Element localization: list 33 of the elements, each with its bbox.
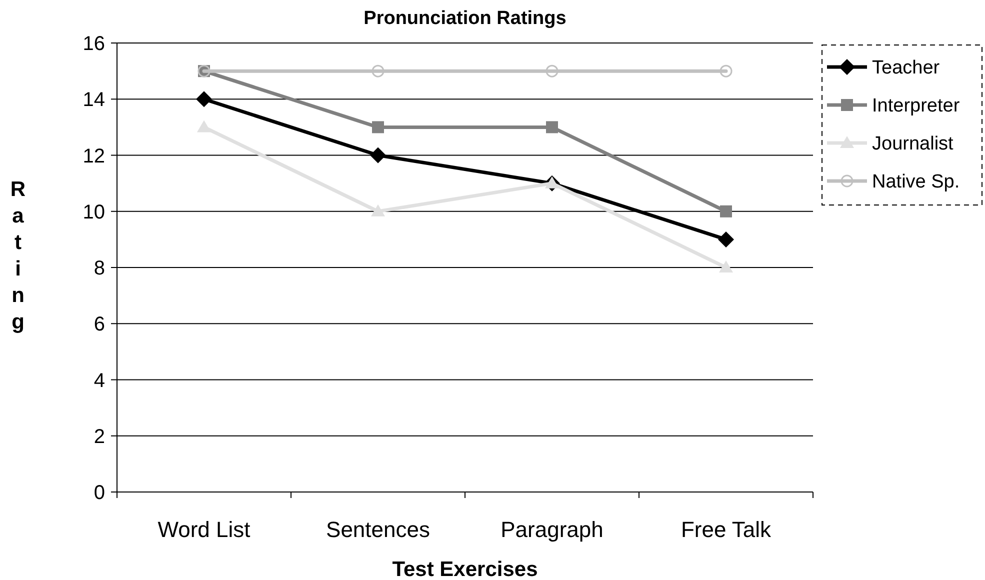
x-tick-label: Sentences [326, 517, 430, 542]
x-axis-title: Test Exercises [392, 558, 538, 580]
y-tick-label: 6 [94, 314, 105, 336]
point [372, 64, 384, 78]
y-tick-label: 14 [82, 89, 105, 112]
y-tick-label: 8 [94, 258, 105, 280]
legend-label: Teacher [872, 58, 940, 79]
y-tick-label: 10 [82, 201, 105, 224]
point [546, 64, 558, 78]
x-tick-label: Paragraph [500, 517, 604, 542]
y-tick-label: 4 [94, 370, 105, 392]
point [546, 121, 558, 134]
y-tick-label: 0 [94, 482, 105, 504]
point [371, 204, 385, 216]
point [545, 176, 559, 188]
legend-label: Native Sp. [872, 172, 960, 193]
point [718, 231, 734, 248]
point [720, 64, 732, 78]
point [720, 205, 732, 218]
y-axis-title: Rating [10, 178, 26, 334]
point [372, 121, 384, 134]
y-tick-label: 16 [82, 33, 105, 55]
legend-label: Interpreter [872, 96, 960, 117]
legend-label: Journalist [872, 134, 954, 155]
point [370, 147, 386, 164]
x-tick-label: Word List [158, 517, 250, 542]
point [719, 260, 733, 272]
y-tick-label: 2 [94, 426, 105, 448]
point [197, 120, 211, 132]
chart-title: Pronunciation Ratings [364, 8, 566, 29]
point [196, 91, 212, 108]
y-tick-label: 12 [82, 145, 105, 168]
x-tick-label: Free Talk [680, 517, 772, 542]
